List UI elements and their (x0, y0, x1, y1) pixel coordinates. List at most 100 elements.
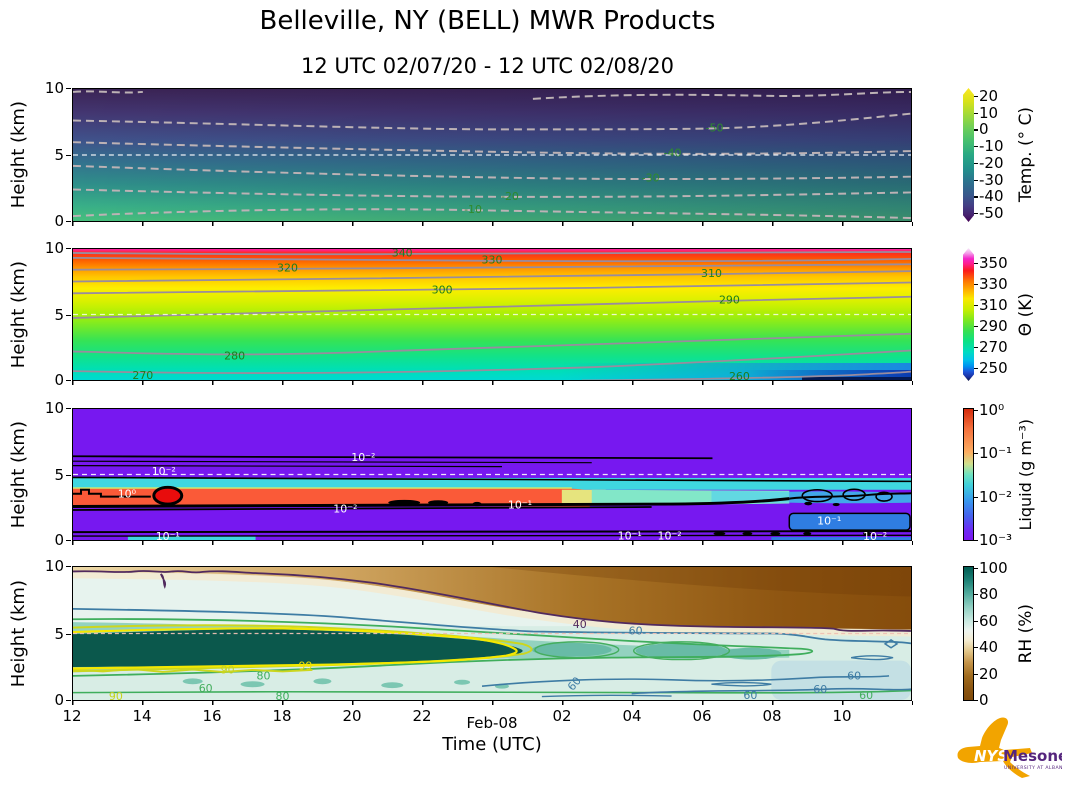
contour-label: 10⁻¹ (508, 499, 532, 512)
y-tick: 10 (44, 557, 64, 575)
theta-colorbar-label: Θ (K) (1016, 292, 1036, 337)
logo-name: Mesonet (1003, 747, 1062, 765)
x-tick: 06 (692, 707, 712, 725)
x-tick: 02 (552, 707, 572, 725)
contour-label: 10⁻¹ (817, 514, 841, 527)
rh-colorbar (963, 566, 974, 701)
x-tick: 18 (272, 707, 292, 725)
x-tick: 12 (62, 707, 82, 725)
x-tick: 10 (832, 707, 852, 725)
rh-contours: 40 60 99 90 80 60 90 80 60 60 60 60 60 (73, 567, 911, 700)
colorbar-tick: -30 (979, 170, 1004, 189)
contour-label: 90 (221, 663, 235, 676)
contour-label: 60 (629, 625, 643, 638)
x-tick: 14 (132, 707, 152, 725)
colorbar-tick: 0 (979, 691, 989, 709)
contour-label: 260 (729, 370, 750, 380)
colorbar-tick: 310 (979, 296, 1008, 314)
contour-label: -50 (706, 121, 724, 134)
x-tick: 20 (342, 707, 362, 725)
colorbar-tick: 10⁻¹ (979, 444, 1013, 462)
contour-label: 10⁻² (863, 530, 887, 540)
y-tick: 0 (54, 531, 64, 549)
colorbar-tick: 80 (979, 585, 999, 603)
contour-label: 80 (276, 690, 290, 700)
y-tick: 10 (44, 239, 64, 257)
theta-panel: 340 330 320 310 300 290 280 270 260 (72, 248, 912, 381)
contour-label: -40 (664, 147, 682, 160)
contour-label: -20 (501, 190, 519, 203)
colorbar-tick: 10 (979, 103, 999, 122)
colorbar-tick: -10 (979, 137, 1004, 156)
colorbar-tick: 40 (979, 638, 999, 656)
contour-label: 10⁻² (333, 503, 357, 516)
contour-label: 60 (847, 669, 861, 682)
contour-label: 90 (109, 690, 123, 700)
logo-org: NYS (974, 747, 1008, 765)
colorbar-tick: 10⁻² (979, 488, 1013, 506)
rh-colorbar-label: RH (%) (1016, 603, 1036, 664)
contour-label: 10⁻¹ (156, 530, 180, 540)
rh-panel: 40 60 99 90 80 60 90 80 60 60 60 60 60 (72, 566, 912, 701)
y-axis-label-theta: Height (km) (7, 260, 29, 369)
x-tick: 08 (762, 707, 782, 725)
contour-label: 280 (224, 349, 245, 362)
colorbar-tick: 10⁰ (979, 400, 1005, 419)
contour-label: 340 (392, 249, 413, 259)
contour-label: 330 (482, 253, 503, 266)
colorbar-tick: 100 (979, 558, 1008, 577)
nys-mesonet-logo: NYS Mesonet UNIVERSITY AT ALBANY (957, 717, 1062, 778)
y-axis-label-liquid: Height (km) (7, 420, 29, 529)
y-tick: 0 (54, 212, 64, 230)
temperature-panel: -50 -40 -30 -20 -10 (72, 88, 912, 222)
colorbar-tick: 350 (979, 254, 1008, 272)
y-tick: 10 (44, 399, 64, 417)
colorbar-tick: 20 (979, 664, 999, 683)
contour-label: 320 (277, 262, 298, 275)
colorbar-tick: 250 (979, 359, 1008, 377)
page-subtitle: 12 UTC 02/07/20 - 12 UTC 02/08/20 (301, 54, 674, 78)
logo-subtext: UNIVERSITY AT ALBANY (1004, 765, 1062, 771)
contour-label: 80 (257, 669, 271, 682)
colorbar-tick: -50 (979, 204, 1004, 222)
x-axis-label: Time (UTC) (442, 734, 542, 755)
liquid-contours: 10⁻² 10⁻² 10⁰ 10⁻¹ 10⁻² 10⁻¹ 10⁻¹ 10⁻¹ 1… (73, 451, 911, 540)
temperature-contours: -50 -40 -30 -20 -10 (73, 90, 911, 220)
y-tick: 5 (54, 146, 64, 164)
contour-label: 40 (573, 618, 587, 631)
contour-label: 10⁻² (152, 465, 176, 478)
colorbar-tick: 270 (979, 338, 1008, 356)
contour-label: 60 (199, 682, 213, 695)
contour-label: 10⁻² (658, 530, 682, 540)
x-tick: 04 (622, 707, 642, 725)
contour-label: -10 (464, 203, 482, 216)
x-tick: 16 (202, 707, 222, 725)
contour-label: 99 (298, 660, 312, 673)
y-tick: 0 (54, 691, 64, 709)
colorbar-tick: 20 (979, 87, 999, 105)
contour-label: 310 (701, 267, 722, 280)
contour-label: 60 (813, 683, 827, 696)
y-tick: 5 (54, 305, 64, 324)
contour-label: 10⁰ (118, 488, 136, 501)
y-tick: 0 (54, 371, 64, 389)
colorbar-tick: 0 (979, 120, 989, 139)
colorbar-tick: 10⁻³ (979, 531, 1013, 549)
contour-label: 10⁻² (351, 451, 375, 464)
contour-label: 10⁻¹ (618, 530, 642, 540)
colorbar-tick: 60 (979, 611, 999, 630)
contour-label: -30 (642, 172, 660, 185)
y-tick: 5 (54, 624, 64, 643)
ny-state-icon (957, 717, 1032, 778)
contour-label: 270 (132, 369, 153, 380)
colorbar-tick: -40 (979, 187, 1004, 206)
y-tick: 5 (54, 465, 64, 484)
temp-colorbar-label: Temp. (° C) (1016, 107, 1036, 203)
liquid-colorbar (963, 408, 974, 541)
page-title: Belleville, NY (BELL) MWR Products (259, 6, 716, 36)
theta-colorbar (963, 248, 974, 381)
colorbar-tick: 290 (979, 317, 1008, 335)
x-tick-date: Feb-08 (466, 714, 518, 732)
contour-label: 60 (859, 689, 873, 700)
